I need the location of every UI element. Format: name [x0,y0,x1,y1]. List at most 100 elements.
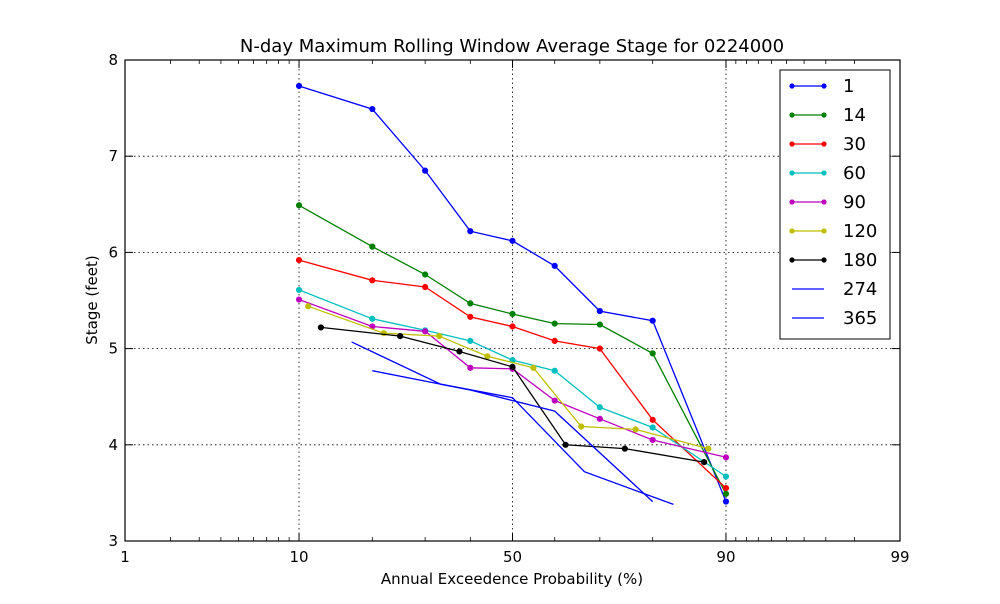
data-point [467,300,474,307]
legend-label: 120 [843,221,877,242]
legend-marker [789,199,795,205]
legend-entry: 180 [789,250,877,271]
x-tick-label: 10 [289,548,308,566]
y-tick-label: 6 [108,243,118,261]
data-point [621,445,628,452]
legend-entry: 365 [792,308,877,329]
data-point [649,350,656,357]
series-line [320,326,705,463]
legend-marker [821,170,827,176]
data-point [596,307,603,315]
y-axis-label: Stage (feet) [83,255,101,344]
data-point [596,415,603,422]
data-point [722,484,730,492]
grid-lines [125,60,900,541]
data-point [649,416,656,423]
series-line [372,370,654,503]
data-point [578,423,585,430]
legend-marker [821,228,827,234]
y-tick-label: 7 [108,147,118,165]
data-point [467,313,474,320]
x-tick-label: 99 [890,548,909,566]
data-point [649,424,656,431]
series-1 [295,82,730,505]
data-point [509,310,516,318]
y-tick-label: 5 [108,340,118,358]
data-point [551,320,558,327]
data-point [295,286,303,294]
legend-label: 274 [843,279,877,300]
data-point [551,337,558,345]
data-point [422,167,429,174]
axis-ticks: 1 10 50 90 99 3 4 5 6 7 8 [108,51,909,566]
data-point [649,317,656,324]
data-point [509,323,516,330]
legend-label: 180 [843,250,877,271]
data-point [562,441,569,448]
y-tick-label: 8 [108,51,118,69]
data-point [484,353,491,360]
legend-label: 60 [843,163,866,184]
legend-marker [789,228,795,234]
y-tick-label: 4 [108,436,118,454]
data-point [295,202,303,209]
legend-entry: 1 [789,76,854,97]
x-tick-label: 90 [716,548,735,566]
data-point [722,473,730,480]
legend-label: 14 [843,105,866,126]
series-365 [372,370,654,503]
data-point [369,315,376,322]
series-line [298,204,727,495]
legend-marker [789,112,795,118]
data-point [317,324,324,331]
data-point [722,490,730,497]
legend-label: 30 [843,134,866,155]
series-14 [295,202,730,497]
data-point [436,332,443,340]
x-tick-label: 1 [120,548,130,566]
data-point [422,271,429,278]
y-tick-label: 3 [108,532,118,550]
data-point [369,243,376,250]
data-point [456,348,463,355]
series-274 [351,341,674,506]
legend-label: 365 [843,308,877,329]
data-point [551,367,558,374]
data-point [397,332,404,340]
legend-marker [821,199,827,205]
series-30 [295,256,730,492]
legend-label: 90 [843,192,866,213]
chart-title: N-day Maximum Rolling Window Average Sta… [240,36,784,57]
legend-marker [789,83,795,89]
data-point [701,459,708,466]
data-point [422,283,429,291]
legend-marker [789,257,795,263]
legend-entry: 14 [789,105,866,126]
legend-entry: 274 [792,279,877,300]
data-point [596,321,603,328]
legend-marker [821,141,827,147]
data-point [551,397,558,404]
legend-marker [821,112,827,118]
legend-label: 1 [843,76,854,97]
legend-marker [789,170,795,176]
x-axis-label: Annual Exceedence Probability (%) [381,570,643,588]
data-point [467,337,474,345]
data-point [467,364,474,371]
legend-entry: 30 [789,134,866,155]
data-point [467,228,474,235]
series-180 [317,324,708,466]
legend-marker [789,141,795,147]
data-point [722,498,730,505]
series-group [295,82,730,506]
x-tick-label: 50 [503,548,522,566]
data-point [632,426,639,433]
data-point [422,328,429,335]
data-point [509,237,516,244]
legend: 1 14 30 60 90 120 180 274 365 [779,69,891,340]
data-point [295,296,303,303]
data-point [295,82,303,90]
data-point [369,105,376,113]
